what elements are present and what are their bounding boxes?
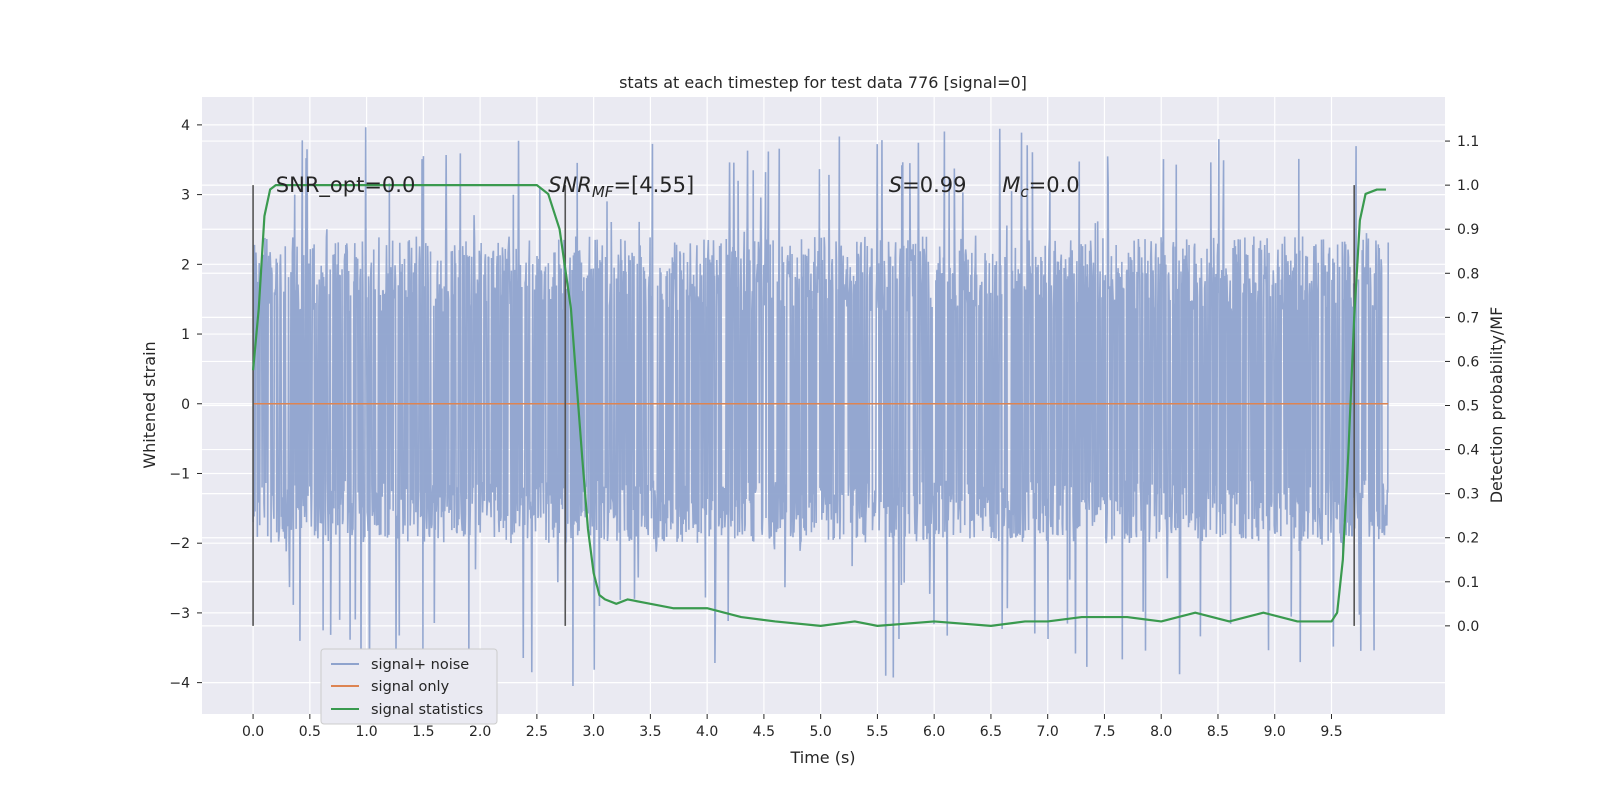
x-tick-label: 0.0 <box>242 724 264 740</box>
y-tick-label-right: 0.6 <box>1457 354 1479 370</box>
annotation-3: Mc=0.0 <box>1002 173 1079 201</box>
legend-label-signal-only: signal only <box>371 679 450 695</box>
annotations: SNR_opt=0.0 SNRMF=[4.55] S=0.99 Mc=0.0 <box>276 173 1080 201</box>
x-tick-label: 5.0 <box>810 724 832 740</box>
y-axis-label-left: Whitened strain <box>140 341 159 468</box>
x-tick-label: 8.5 <box>1207 724 1229 740</box>
signal-noise-path <box>252 127 1390 686</box>
legend-label-signal-statistics: signal statistics <box>371 702 483 718</box>
x-tick-label: 1.0 <box>355 724 377 740</box>
y-tick-label-right: 1.1 <box>1457 134 1479 150</box>
y-tick-label-right: 0.5 <box>1457 399 1479 415</box>
y-tick-label-right: 0.7 <box>1457 310 1479 326</box>
y-tick-label-left: −1 <box>169 466 190 482</box>
x-tick-label: 7.5 <box>1093 724 1115 740</box>
x-tick-label: 8.0 <box>1150 724 1172 740</box>
x-tick-label: 2.5 <box>526 724 548 740</box>
x-tick-label: 2.0 <box>469 724 491 740</box>
y-tick-label-right: 0.4 <box>1457 443 1479 459</box>
legend-label-signal-noise: signal+ noise <box>371 657 469 673</box>
annotation-2: S=0.99 <box>889 173 967 197</box>
y-tick-label-left: 1 <box>181 327 190 343</box>
annotation-0: SNR_opt=0.0 <box>276 173 416 198</box>
y-tick-label-left: 0 <box>181 397 190 413</box>
y-tick-label-left: 2 <box>181 257 190 273</box>
x-tick-label: 4.0 <box>696 724 718 740</box>
x-tick-label: 3.5 <box>639 724 661 740</box>
y-tick-label-right: 0.2 <box>1457 531 1479 547</box>
signal-statistics-line <box>251 184 1386 627</box>
legend-box <box>320 648 498 725</box>
x-axis-label: Time (s) <box>789 748 855 767</box>
x-tick-label: 6.0 <box>923 724 945 740</box>
y-tick-label-right: 0.0 <box>1457 619 1479 635</box>
chart-title: stats at each timestep for test data 776… <box>619 73 1027 92</box>
y-tick-label-left: −3 <box>169 606 190 622</box>
y-tick-label-left: −2 <box>169 536 190 552</box>
y-tick-label-right: 1.0 <box>1457 178 1479 194</box>
annotation-1: SNRMF=[4.55] <box>548 173 694 201</box>
x-tick-label: 9.0 <box>1264 724 1286 740</box>
y-axis-label-right: Detection probability/MF <box>1487 307 1506 504</box>
y-tick-label-right: 0.3 <box>1457 487 1479 503</box>
x-tick-label: 0.5 <box>299 724 321 740</box>
legend: signal+ noise signal only signal statist… <box>320 648 498 725</box>
x-tick-label: 1.5 <box>412 724 434 740</box>
signal-noise-trace <box>252 127 1390 686</box>
y-tick-label-left: 4 <box>181 118 190 134</box>
tick-labels: 0.0 0.5 1.0 1.5 2.0 2.5 3.0 3.5 4.0 4.5 5.0 5.5 6.0 6… <box>169 118 1479 740</box>
x-tick-label: 3.0 <box>582 724 604 740</box>
y-tick-label-right: 0.8 <box>1457 266 1479 282</box>
x-tick-label: 4.5 <box>753 724 775 740</box>
x-tick-label: 5.5 <box>866 724 888 740</box>
y-tick-label-right: 0.9 <box>1457 222 1479 238</box>
y-tick-label-right: 0.1 <box>1457 575 1479 591</box>
x-tick-label: 9.5 <box>1320 724 1342 740</box>
y-tick-label-left: −4 <box>169 676 190 692</box>
y-tick-label-left: 3 <box>181 188 190 204</box>
x-tick-label: 6.5 <box>980 724 1002 740</box>
signal-statistics-path <box>251 184 1386 627</box>
vertical-markers <box>252 185 1355 626</box>
x-tick-label: 7.0 <box>1037 724 1059 740</box>
